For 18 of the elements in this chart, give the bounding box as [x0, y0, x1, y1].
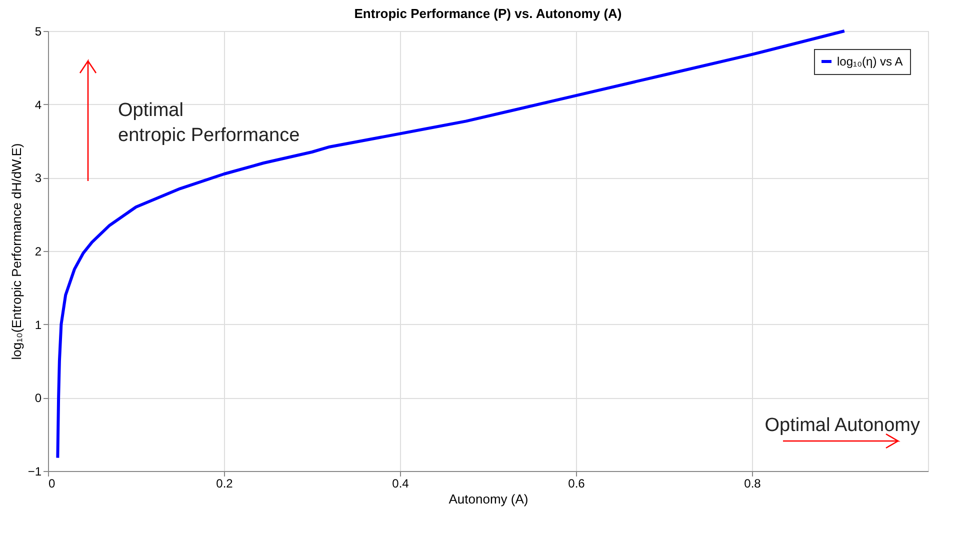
x-tick-label: 0: [48, 476, 56, 490]
x-tick-label: 0.8: [744, 476, 762, 490]
x-tick-label: 0.2: [216, 476, 234, 490]
y-tick-label: 3: [34, 171, 42, 186]
legend-label: log₁₀(η) vs A: [837, 54, 903, 68]
y-tick-label: 5: [34, 24, 42, 38]
x-tick-label: 0.4: [392, 476, 410, 490]
y-tick-label: 0: [34, 391, 42, 406]
y-tick-label: 2: [34, 244, 42, 258]
annotation: Optimal Autonomy: [764, 415, 920, 436]
x-tick-label: 0.6: [568, 476, 586, 490]
x-axis-title: Autonomy (A): [448, 492, 528, 506]
y-axis-title: log₁₀(Entropic Performance dH/dW.E): [8, 143, 24, 360]
y-tick-label: 4: [34, 98, 42, 112]
annotation: Optimal entropic Performance: [118, 100, 300, 146]
y-tick-label: 1: [34, 318, 42, 332]
y-tick-label: −1: [28, 464, 42, 478]
chart-title: Entropic Performance (P) vs. Autonomy (A): [354, 6, 622, 21]
